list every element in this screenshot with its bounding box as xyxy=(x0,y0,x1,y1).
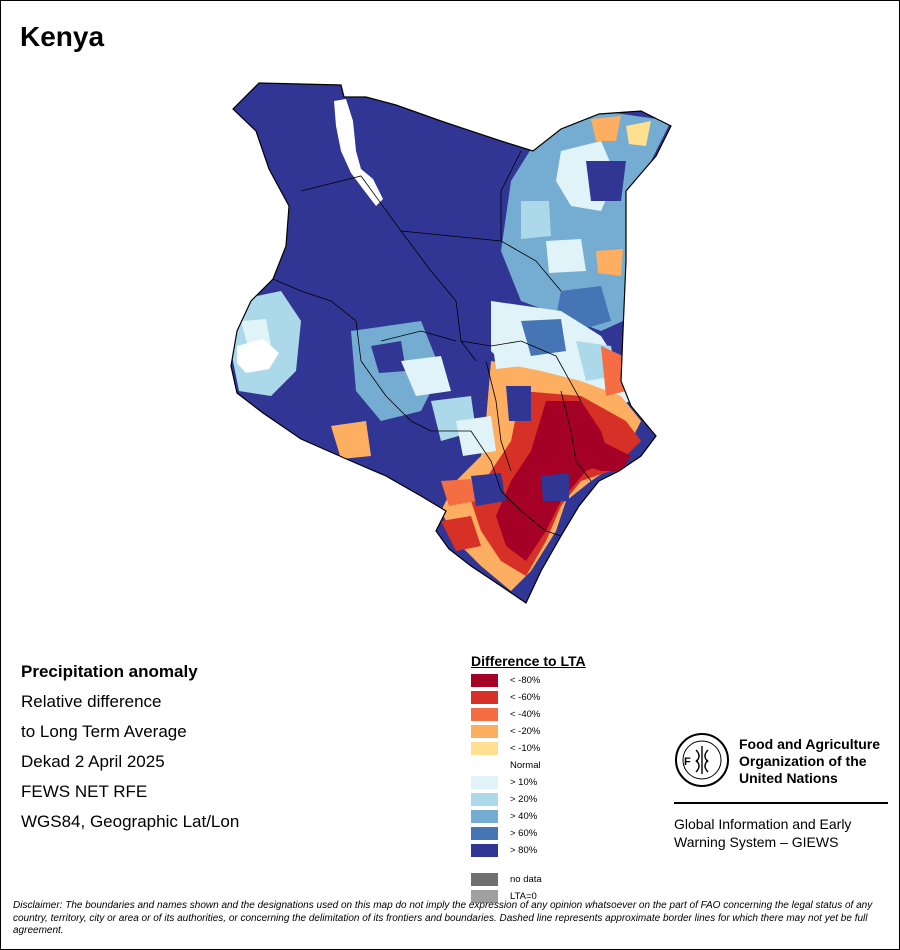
disclaimer-text: Disclaimer: The boundaries and names sho… xyxy=(13,900,873,936)
legend-title: Difference to LTA xyxy=(471,653,586,669)
lake-turkana xyxy=(334,99,383,206)
legend-extra-swatch xyxy=(471,890,498,903)
giews-name: Global Information and Early Warning Sys… xyxy=(674,815,889,851)
product-subtitle-2: to Long Term Average xyxy=(21,722,187,741)
legend-class-label: > 80% xyxy=(510,845,538,856)
legend-class-row: > 60% xyxy=(471,826,671,843)
legend-class-swatch xyxy=(471,810,498,823)
legend-class-swatch xyxy=(471,742,498,755)
precipitation-anomaly-map xyxy=(230,82,672,604)
legend-class-swatch xyxy=(471,691,498,704)
product-title: Precipitation anomaly xyxy=(21,662,198,681)
legend-extra-label: no data xyxy=(510,874,542,885)
fao-name-line-3: United Nations xyxy=(739,770,838,786)
legend-class-label: < -10% xyxy=(510,743,541,754)
fao-name-line-1: Food and Agriculture xyxy=(739,736,881,752)
legend-class-row: > 20% xyxy=(471,792,671,809)
legend-extra-label: LTA=0 xyxy=(510,891,537,902)
legend-class-swatch xyxy=(471,725,498,738)
legend-class-row: < -20% xyxy=(471,724,671,741)
legend-class-swatch xyxy=(471,776,498,789)
anomaly-raster xyxy=(231,83,671,603)
admin-boundaries xyxy=(272,150,592,537)
legend-class-row: Normal xyxy=(471,758,671,775)
fao-logo-icon: F xyxy=(675,733,729,787)
legend-class-label: > 40% xyxy=(510,811,538,822)
giews-line-1: Global Information and Early xyxy=(674,816,852,832)
legend-extra-row: no data xyxy=(471,872,671,889)
legend-class-row: < -80% xyxy=(471,673,671,690)
fao-divider xyxy=(674,802,888,804)
product-source: FEWS NET RFE xyxy=(21,782,148,801)
legend-class-row: > 80% xyxy=(471,843,671,860)
legend-extra-swatch xyxy=(471,873,498,886)
product-period: Dekad 2 April 2025 xyxy=(21,752,165,771)
product-projection: WGS84, Geographic Lat/Lon xyxy=(21,812,240,831)
legend-class-label: < -20% xyxy=(510,726,541,737)
legend-class-swatch xyxy=(471,708,498,721)
legend-class-label: > 60% xyxy=(510,828,538,839)
legend-class-label: < -80% xyxy=(510,675,541,686)
legend-class-label: > 10% xyxy=(510,777,538,788)
legend-class-label: < -40% xyxy=(510,709,541,720)
legend-class-label: > 20% xyxy=(510,794,538,805)
map-legend: Difference to LTA < -80% < -60% < -40% < -2… xyxy=(471,653,671,906)
legend-class-swatch xyxy=(471,827,498,840)
legend-class-swatch xyxy=(471,759,498,772)
legend-class-swatch xyxy=(471,844,498,857)
fao-name-line-2: Organization of the xyxy=(739,753,867,769)
giews-line-2: Warning System – GIEWS xyxy=(674,834,839,850)
legend-class-row: < -10% xyxy=(471,741,671,758)
fao-name: Food and Agriculture Organization of the… xyxy=(739,736,899,787)
legend-extra-row: LTA=0 xyxy=(471,889,671,906)
map-info-panel: Precipitation anomaly Relative differenc… xyxy=(21,657,381,837)
legend-class-row: < -40% xyxy=(471,707,671,724)
legend-class-swatch xyxy=(471,793,498,806)
legend-class-label: Normal xyxy=(510,760,541,771)
legend-class-row: > 40% xyxy=(471,809,671,826)
legend-class-swatch xyxy=(471,674,498,687)
legend-class-row: < -60% xyxy=(471,690,671,707)
fao-emblem-letter-f: F xyxy=(684,756,691,768)
legend-class-label: < -60% xyxy=(510,692,541,703)
lake-victoria xyxy=(237,339,279,373)
map-title: Kenya xyxy=(20,21,105,52)
legend-class-row: > 10% xyxy=(471,775,671,792)
product-subtitle-1: Relative difference xyxy=(21,692,162,711)
